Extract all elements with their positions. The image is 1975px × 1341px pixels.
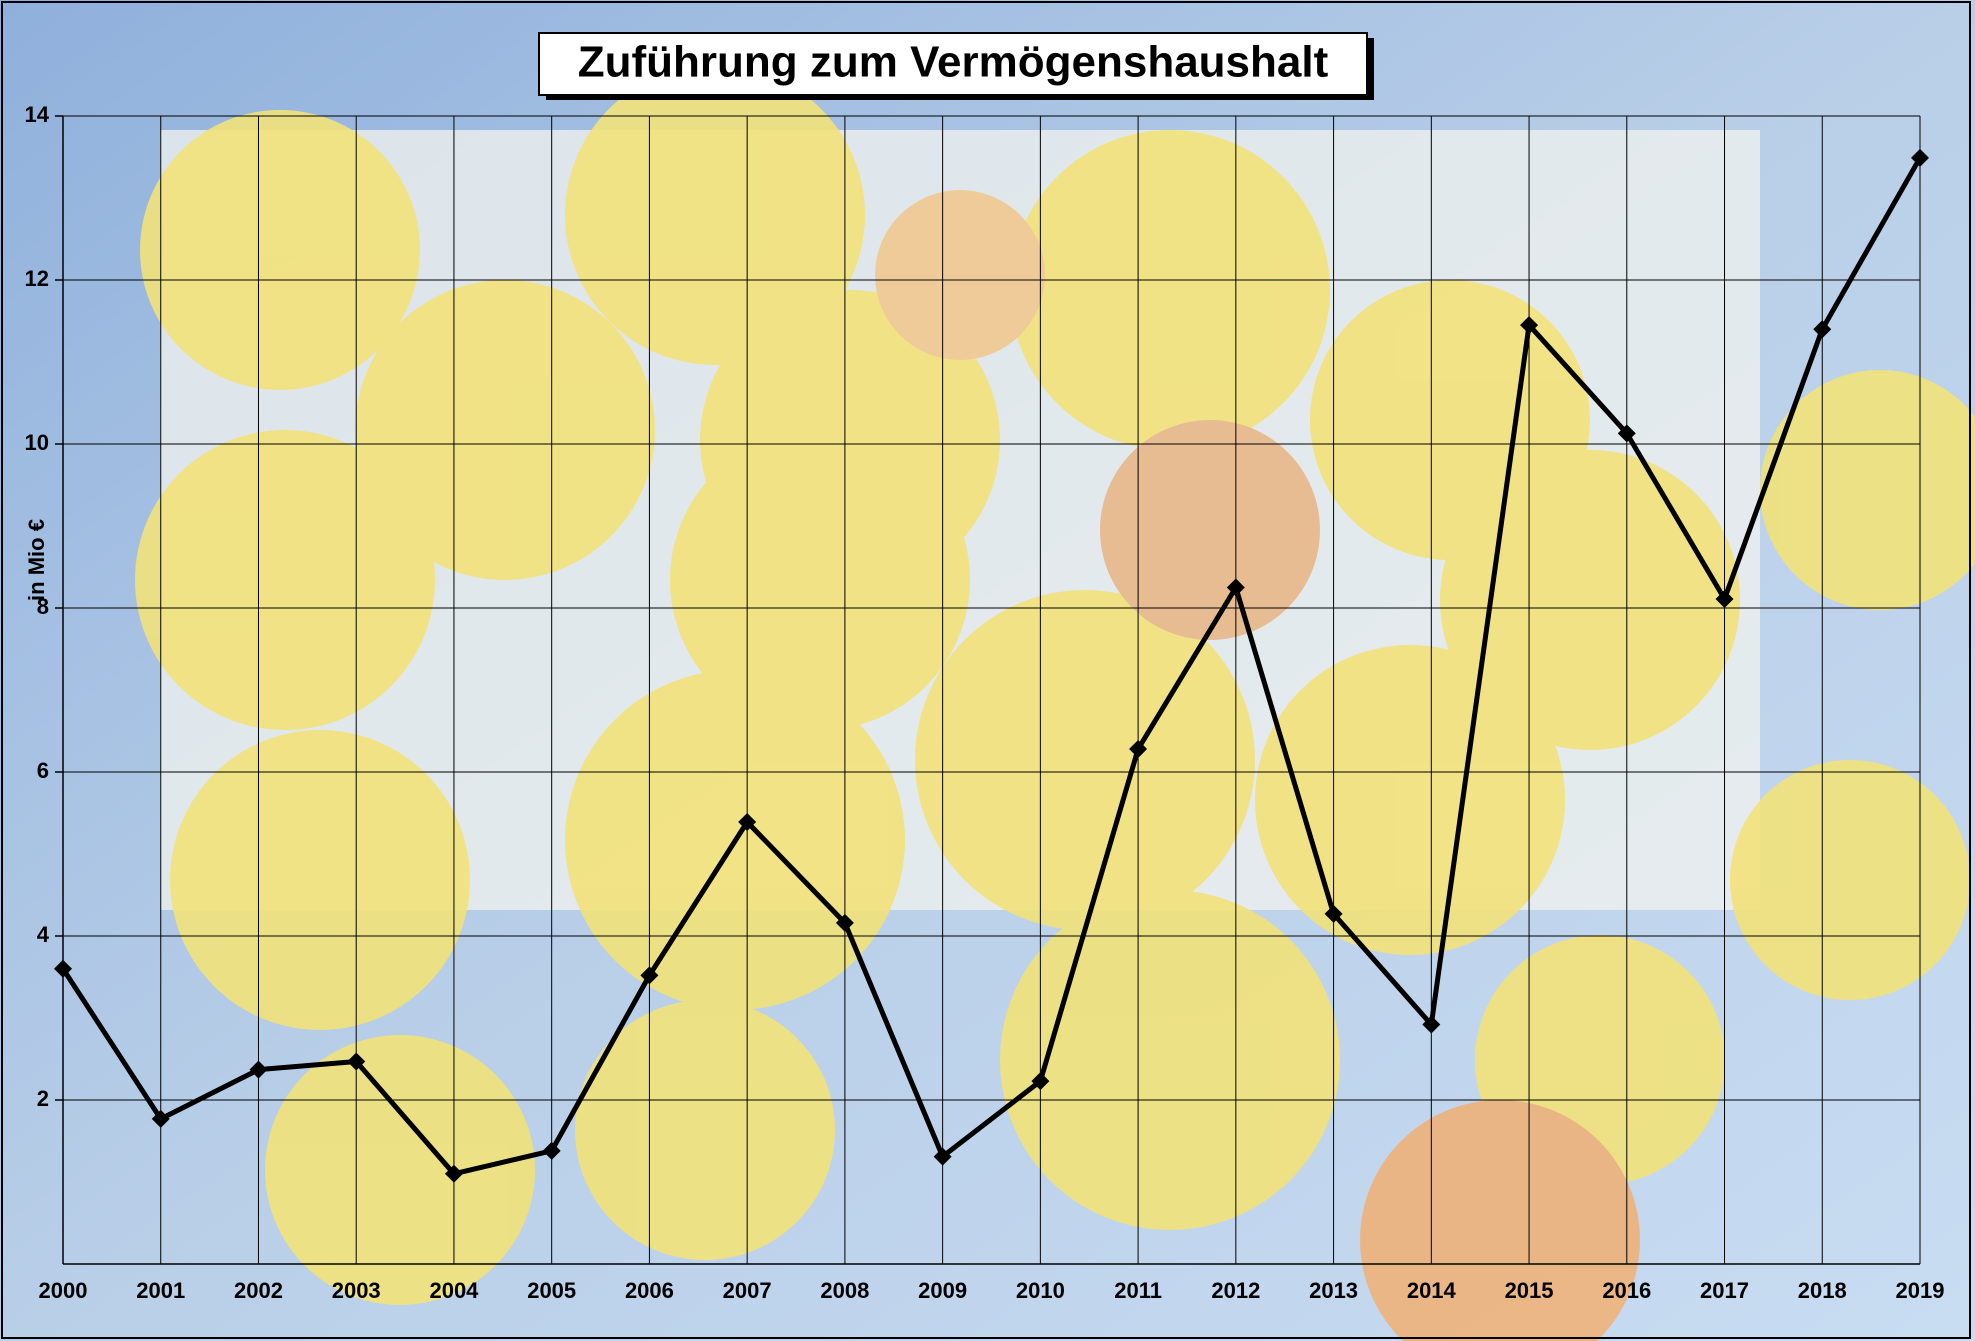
x-tick-label: 2011 <box>1114 1278 1162 1303</box>
x-tick-label: 2016 <box>1602 1278 1651 1303</box>
x-tick-label: 2004 <box>429 1278 479 1303</box>
x-tick-label: 2017 <box>1700 1278 1749 1303</box>
x-tick-label: 2014 <box>1407 1278 1457 1303</box>
x-tick-label: 2009 <box>918 1278 967 1303</box>
y-tick-label: 14 <box>25 102 50 127</box>
x-tick-label: 2002 <box>234 1278 283 1303</box>
x-tick-label: 2012 <box>1211 1278 1260 1303</box>
y-axis-label: in Mio € <box>24 519 49 601</box>
marker <box>835 913 854 932</box>
marker <box>1715 589 1734 608</box>
y-tick-label: 12 <box>25 266 49 291</box>
marker <box>1911 148 1929 167</box>
y-tick-label: 6 <box>37 758 49 783</box>
marker <box>1813 320 1832 339</box>
x-tick-label: 2015 <box>1505 1278 1554 1303</box>
x-tick-label: 2001 <box>136 1278 185 1303</box>
marker <box>640 966 659 985</box>
x-tick-label: 2007 <box>723 1278 772 1303</box>
marker <box>444 1164 463 1183</box>
y-tick-label: 4 <box>37 922 50 947</box>
x-tick-label: 2019 <box>1896 1278 1945 1303</box>
marker <box>738 813 757 832</box>
marker <box>542 1141 561 1160</box>
marker <box>347 1052 366 1071</box>
marker <box>249 1060 268 1079</box>
x-tick-label: 2013 <box>1309 1278 1358 1303</box>
x-tick-label: 2010 <box>1016 1278 1065 1303</box>
chart-title: Zuführung zum Vermögenshaushalt <box>578 38 1329 87</box>
y-tick-label: 10 <box>25 430 49 455</box>
x-tick-label: 2000 <box>39 1278 88 1303</box>
coins <box>135 65 1975 1341</box>
title-box <box>538 32 1368 96</box>
x-tick-label: 2003 <box>332 1278 381 1303</box>
marker <box>1031 1072 1050 1091</box>
x-tick-label: 2008 <box>820 1278 869 1303</box>
line <box>60 156 1923 1177</box>
marker <box>1129 740 1148 759</box>
x-tick-label: 2005 <box>527 1278 576 1303</box>
x-tick-label: 2018 <box>1798 1278 1847 1303</box>
marker <box>54 959 72 978</box>
y-tick-label: 8 <box>37 594 49 619</box>
marker <box>1422 1015 1441 1034</box>
marker <box>1617 424 1636 443</box>
y-tick-label: 2 <box>37 1086 49 1111</box>
x-tick-label: 2006 <box>625 1278 674 1303</box>
marker <box>1520 316 1539 335</box>
marker <box>151 1109 170 1128</box>
marker <box>933 1147 952 1166</box>
marker <box>1324 904 1343 923</box>
marker <box>1226 578 1245 597</box>
